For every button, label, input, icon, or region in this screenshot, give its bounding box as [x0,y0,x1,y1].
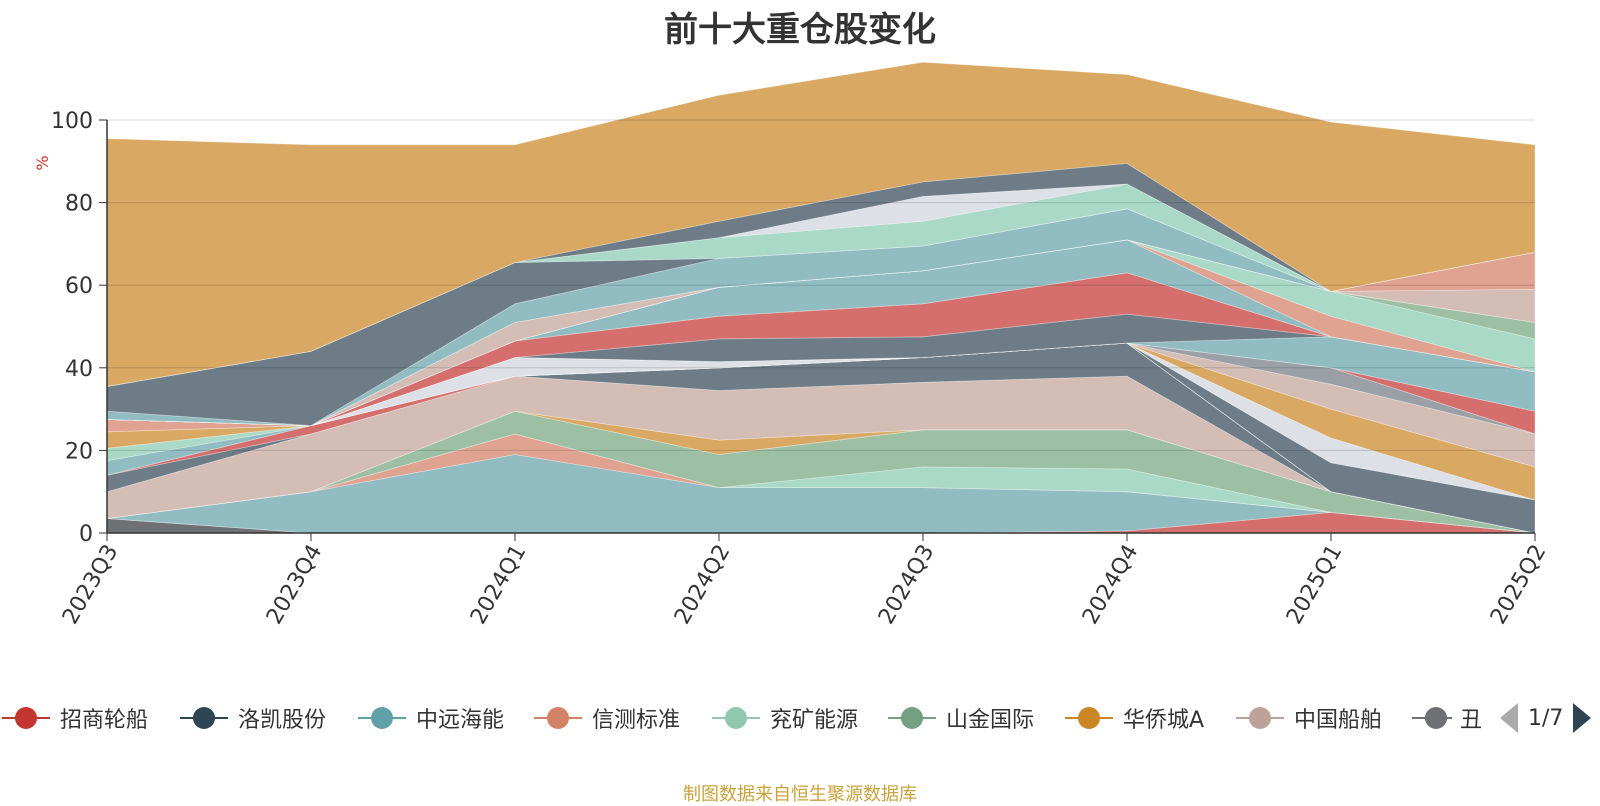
legend-item-5[interactable]: 兖矿能源 [710,700,858,736]
legend-label: 丑 [1459,708,1482,733]
x-tick-label-2025Q1: 2025Q1 [1282,541,1347,629]
legend-item-9[interactable]: 丑 [1410,700,1482,736]
legend-label: 中远海能 [416,708,505,733]
legend-next-page-button[interactable] [1573,703,1592,733]
y-tick-label-0: 0 [79,522,93,547]
y-tick-label-60: 60 [65,274,93,299]
legend-item-7[interactable]: 华侨城A [1063,700,1204,736]
legend-marker-icon [888,707,936,729]
legend-label: 中国船舶 [1294,708,1383,733]
y-tick-label-80: 80 [65,192,93,217]
legend-marker-icon [358,707,406,729]
legend-marker-icon [712,707,760,729]
x-tick-label-2023Q4: 2023Q4 [262,541,327,629]
legend-item-3[interactable]: 中远海能 [356,700,504,736]
legend-label: 信测标准 [592,708,681,733]
y-tick-label-100: 100 [51,109,93,134]
x-tick-label-2023Q3: 2023Q3 [58,541,123,629]
x-tick-label-2024Q1: 2024Q1 [466,541,531,629]
legend-item-2[interactable]: 洛凯股份 [178,700,326,736]
x-tick-label-2024Q2: 2024Q2 [670,541,735,629]
stacked-areas [106,61,1536,534]
grid-lines: 0 20 40 60 80 100 [51,109,1535,547]
legend-label: 兖矿能源 [770,708,859,733]
legend-label: 山金国际 [946,708,1035,733]
legend-label: 洛凯股份 [238,708,327,733]
legend-item-6[interactable]: 山金国际 [886,700,1034,736]
legend-pager: 1/7 [1500,700,1592,736]
legend-label: 招商轮船 [60,708,149,733]
chart-title: 前十大重仓股变化 [664,10,936,50]
legend-marker-icon [180,707,228,729]
x-tick-label-2024Q4: 2024Q4 [1078,541,1143,629]
legend-label: 华侨城A [1123,708,1205,733]
legend-marker-icon [534,707,582,729]
x-tick-label-2025Q2: 2025Q2 [1486,541,1551,629]
legend-marker-icon [2,707,50,729]
legend-marker-icon [1412,707,1452,729]
legend-marker-icon [1236,707,1284,729]
area-series-30 [106,239,1536,427]
legend: 招商轮船 洛凯股份 中远海能 信测标准 兖矿能源 山金国际 华侨城A 中国船舶 丑 [0,700,1600,736]
y-tick-label-40: 40 [65,357,93,382]
data-source-note: 制图数据来自恒生聚源数据库 [683,784,917,805]
legend-page-indicator: 1/7 [1528,705,1564,731]
y-tick-label-20: 20 [65,439,93,464]
legend-prev-page-button[interactable] [1500,703,1518,733]
legend-item-4[interactable]: 信测标准 [532,700,680,736]
legend-marker-icon [1065,707,1113,729]
area-series-16 [106,342,1536,534]
y-axis-label: % [33,155,52,170]
x-tick-label-2024Q3: 2024Q3 [874,541,939,629]
legend-item-8[interactable]: 中国船舶 [1234,700,1382,736]
area-series-31 [106,239,1536,427]
legend-item-1[interactable]: 招商轮船 [0,700,148,736]
area-series-37 [106,61,1536,387]
